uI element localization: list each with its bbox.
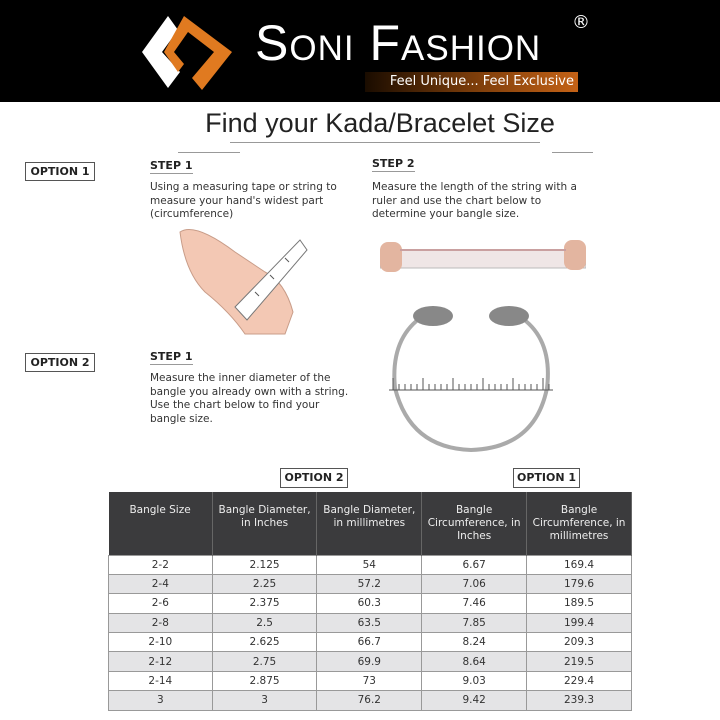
divider — [178, 152, 240, 153]
table-cell: 169.4 — [526, 554, 632, 575]
option2-label: OPTION 2 — [25, 353, 95, 372]
table-cell: 63.5 — [316, 612, 423, 634]
table-cell: 2-14 — [108, 670, 213, 692]
table-cell: 2.5 — [211, 612, 318, 634]
option1-step2-text: Measure the length of the string with a … — [372, 181, 577, 220]
column-header: Bangle Diameter, in Inches — [212, 492, 318, 555]
table-cell: 2-2 — [108, 554, 213, 575]
table-row: 2-10 2.625 66.7 8.24 209.3 — [108, 632, 632, 653]
column-header: Bangle Size — [108, 492, 213, 555]
table-header-row: Bangle Size Bangle Diameter, in Inches Ban… — [108, 492, 632, 555]
table-cell: 2.875 — [211, 670, 318, 692]
table-cell: 54 — [316, 554, 423, 575]
option1-step1-label: STEP 1 — [150, 159, 193, 174]
table-option2-label: OPTION 2 — [280, 468, 348, 488]
table-cell: 2-12 — [108, 651, 213, 672]
column-header: Bangle Circumference, in millimetres — [526, 492, 632, 555]
table-cell: 60.3 — [316, 593, 423, 614]
table-row: 2-4 2.25 57.2 7.06 179.6 — [108, 573, 632, 595]
table-cell: 2.625 — [211, 632, 318, 653]
table-cell: 6.67 — [421, 554, 528, 575]
table-cell: 179.6 — [526, 573, 632, 595]
brand-logo-icon — [142, 16, 232, 90]
table-cell: 8.24 — [421, 632, 528, 653]
table-cell: 2.75 — [211, 651, 318, 672]
table-cell: 189.5 — [526, 593, 632, 614]
table-cell: 2.125 — [211, 554, 318, 575]
table-cell: 7.85 — [421, 612, 528, 634]
table-cell: 2.375 — [211, 593, 318, 614]
table-cell: 69.9 — [316, 651, 423, 672]
bangle-diameter-illustration — [389, 306, 553, 453]
divider — [552, 152, 593, 153]
table-row: 2-6 2.375 60.3 7.46 189.5 — [108, 593, 632, 614]
table-row: 2-2 2.125 54 6.67 169.4 — [108, 554, 632, 575]
table-option1-label: OPTION 1 — [513, 468, 580, 488]
table-cell: 3 — [108, 690, 213, 711]
table-cell: 9.03 — [421, 670, 528, 692]
option1-step2-label: STEP 2 — [372, 157, 415, 172]
table-cell: 229.4 — [526, 670, 632, 692]
table-cell: 7.06 — [421, 573, 528, 595]
table-cell: 3 — [211, 690, 318, 711]
ruler-string-illustration — [380, 240, 586, 272]
brand-tagline: Feel Unique... Feel Exclusive — [365, 72, 578, 92]
table-cell: 2-6 — [108, 593, 213, 614]
brand-header: Soni Fashion ® Feel Unique... Feel Exclu… — [0, 0, 720, 102]
table-cell: 2-4 — [108, 573, 213, 595]
option2-step1-text-1: Measure the inner diameter of the bangle… — [150, 372, 349, 398]
divider — [230, 142, 540, 143]
table-cell: 57.2 — [316, 573, 423, 595]
column-header: Bangle Circumference, in Inches — [421, 492, 528, 555]
registered-mark: ® — [572, 12, 590, 33]
hand-measuring-illustration — [179, 229, 308, 335]
option1-label: OPTION 1 — [25, 162, 95, 181]
column-header: Bangle Diameter, in millimetres — [316, 492, 423, 555]
table-cell: 7.46 — [421, 593, 528, 614]
table-cell: 2-8 — [108, 612, 213, 634]
table-cell: 2.25 — [211, 573, 318, 595]
table-cell: 8.64 — [421, 651, 528, 672]
option2-step1-text: Measure the inner diameter of the bangle… — [150, 372, 350, 426]
table-cell: 66.7 — [316, 632, 423, 653]
table-cell: 209.3 — [526, 632, 632, 653]
table-cell: 239.3 — [526, 690, 632, 711]
table-cell: 2-10 — [108, 632, 213, 653]
brand-name: Soni Fashion — [255, 15, 542, 71]
table-cell: 199.4 — [526, 612, 632, 634]
bangle-size-table: Bangle Size Bangle Diameter, in Inches Ban… — [108, 492, 632, 711]
option1-step1-text: Using a measuring tape or string to meas… — [150, 181, 337, 220]
table-cell: 73 — [316, 670, 423, 692]
table-cell: 9.42 — [421, 690, 528, 711]
option2-step1-text-2: Use the chart below to find your bangle … — [150, 399, 320, 425]
table-row: 2-8 2.5 63.5 7.85 199.4 — [108, 612, 632, 634]
option2-step1-label: STEP 1 — [150, 350, 193, 365]
page-title: Find your Kada/Bracelet Size — [205, 108, 555, 138]
table-row: 3 3 76.2 9.42 239.3 — [108, 690, 632, 711]
table-row: 2-12 2.75 69.9 8.64 219.5 — [108, 651, 632, 672]
table-cell: 219.5 — [526, 651, 632, 672]
table-row: 2-14 2.875 73 9.03 229.4 — [108, 670, 632, 692]
table-cell: 76.2 — [316, 690, 423, 711]
